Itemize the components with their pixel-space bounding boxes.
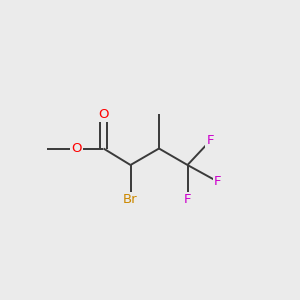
Text: Br: Br xyxy=(123,193,138,206)
Text: O: O xyxy=(71,142,82,155)
Text: O: O xyxy=(98,107,109,121)
Text: F: F xyxy=(184,193,191,206)
Text: F: F xyxy=(214,175,221,188)
Text: F: F xyxy=(206,134,214,148)
